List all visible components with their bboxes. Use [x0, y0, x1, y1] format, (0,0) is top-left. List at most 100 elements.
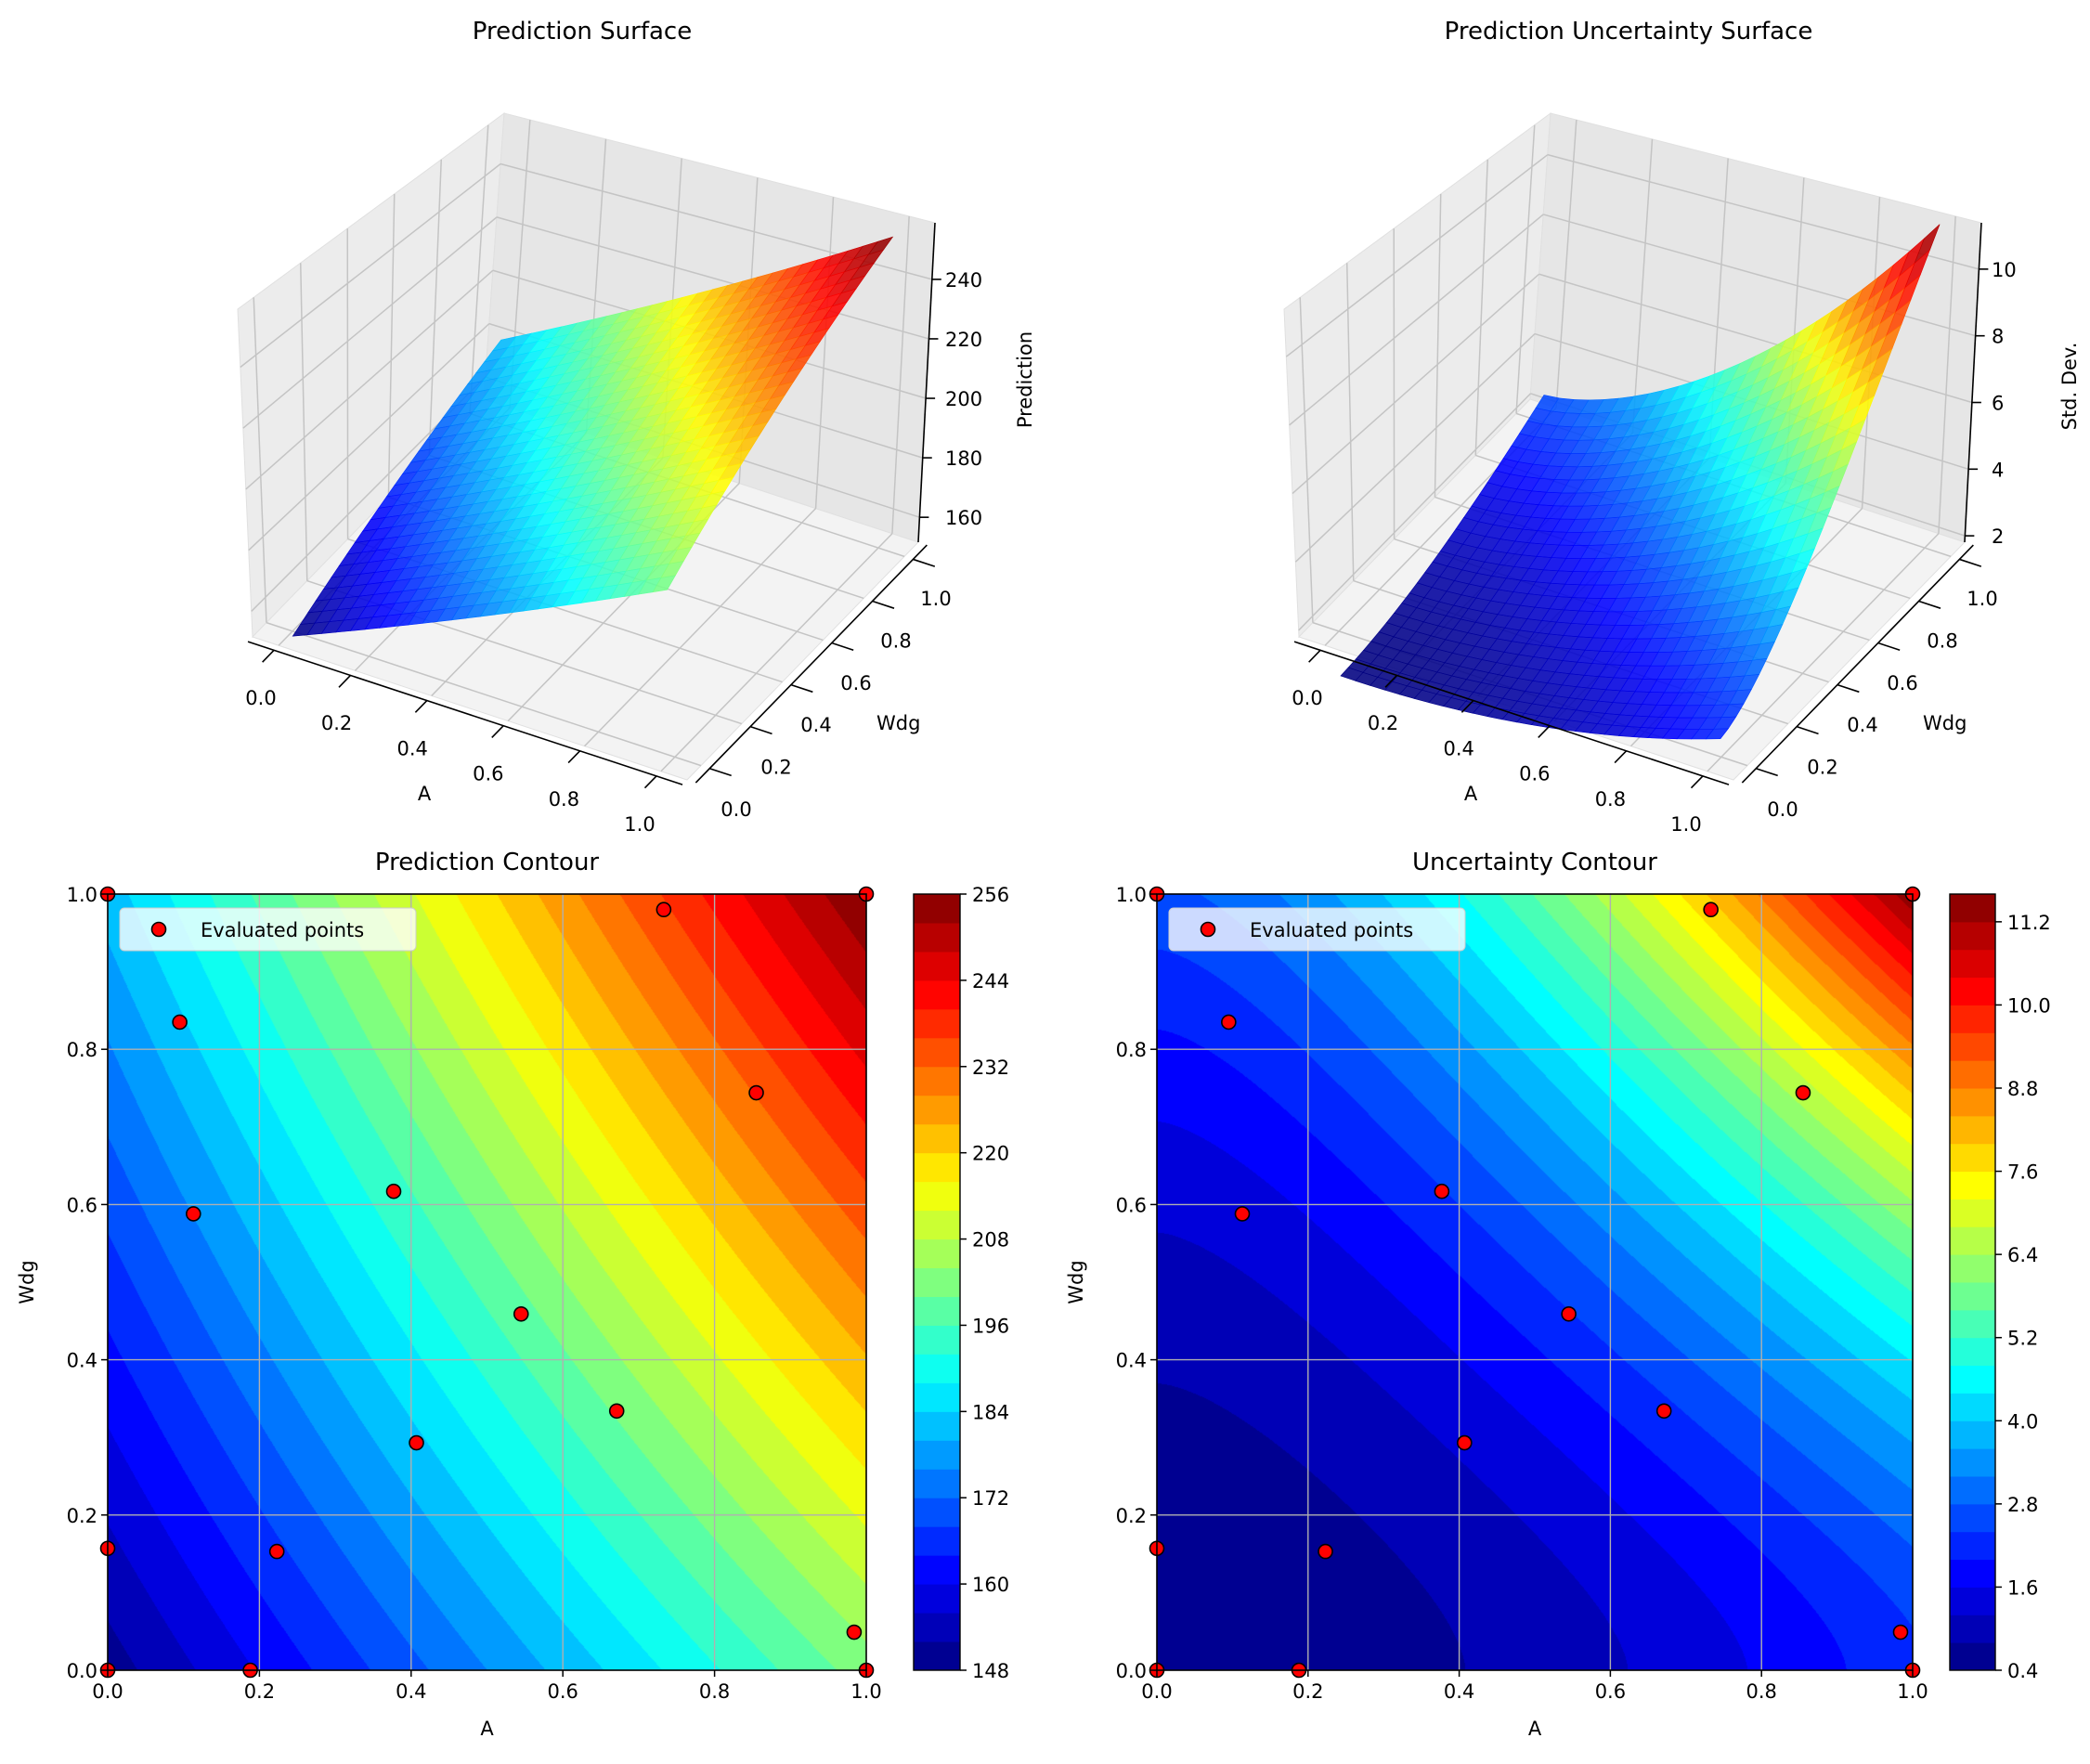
evaluated-point — [1795, 1084, 1811, 1101]
evaluated-point — [608, 1403, 625, 1420]
wdg-tick-label: 0.0 — [1767, 798, 1798, 821]
evaluated-point — [748, 1084, 764, 1101]
colorbar-tick-label: 10.0 — [2007, 994, 2051, 1017]
y-tick-label: 0.2 — [1116, 1505, 1147, 1527]
y-tick-label: 1.0 — [67, 884, 97, 906]
colorbar-tick-label: 184 — [972, 1401, 1009, 1423]
colorbar-tick-label: 148 — [972, 1660, 1009, 1682]
z-gridline — [242, 216, 498, 429]
colorbar-band — [914, 979, 960, 1010]
y-tick-label: 0.0 — [67, 1660, 97, 1682]
z-axis-label: Prediction — [1014, 331, 1036, 428]
prediction-contour-fill — [108, 894, 866, 1670]
contour_unc-panel: Evaluated points — [1149, 886, 2002, 1679]
x-tick-label: 1.0 — [1897, 1680, 1928, 1703]
wdg-tick-label: 0.4 — [1847, 714, 1877, 736]
colorbar-band — [914, 1584, 960, 1614]
colorbar-band — [914, 1152, 960, 1183]
a-axis-line — [247, 641, 683, 785]
colorbar-tick-label: 256 — [972, 884, 1009, 906]
z-gridline — [245, 269, 494, 490]
wdg-gridline — [1474, 159, 1489, 456]
evaluated-point — [268, 1543, 285, 1560]
z-gridline — [1298, 393, 1531, 631]
colorbar-band — [1950, 1060, 1995, 1089]
a-tick-mark — [262, 649, 275, 663]
colorbar-band — [1950, 1282, 1995, 1311]
z-tick-label: 160 — [945, 507, 982, 529]
a-tick-mark — [1460, 700, 1474, 713]
colorbar-tick-label: 0.4 — [2007, 1660, 2038, 1682]
wdg-tick-label: 0.4 — [800, 714, 831, 736]
a-tick-label: 0.8 — [1595, 788, 1626, 811]
z-axis-line — [917, 222, 936, 543]
colorbar-tick-label: 2.8 — [2007, 1494, 2038, 1516]
wdg-tick-mark — [1877, 642, 1901, 652]
colorbar-band — [914, 1239, 960, 1269]
x-tick-label: 0.2 — [244, 1680, 275, 1703]
colorbar-band — [1950, 1005, 1995, 1033]
a-gridline — [891, 215, 910, 534]
y-tick-label: 0.8 — [67, 1039, 97, 1061]
evaluated-point — [1456, 1434, 1473, 1451]
wdg-tick-label: 0.6 — [840, 672, 871, 694]
colorbar-band — [914, 1267, 960, 1297]
colorbar-band — [914, 1526, 960, 1556]
a-tick-mark — [643, 775, 657, 789]
a-gridline — [1631, 138, 1654, 434]
legend-marker — [150, 921, 167, 938]
z-axis-label: Std. Dev. — [2058, 343, 2081, 431]
z-gridline — [248, 323, 490, 551]
colorbar-band — [914, 1066, 960, 1096]
panel-title: Prediction Contour — [375, 849, 600, 876]
colorbar-band — [914, 1411, 960, 1441]
z-gridline — [1294, 333, 1536, 563]
colorbar-tick-label: 1.6 — [2007, 1576, 2038, 1599]
wdg-tick-label: 1.0 — [920, 588, 951, 610]
x-tick-label: 0.2 — [1292, 1680, 1323, 1703]
wdg-tick-mark — [790, 683, 813, 694]
wdg-tick-mark — [709, 767, 732, 777]
a-gridline — [1938, 215, 1956, 534]
colorbar-frame — [1949, 893, 1996, 1671]
wdg-tick-label: 0.6 — [1887, 672, 1917, 694]
colorbar-band — [1950, 1420, 1995, 1449]
colorbar-frame — [913, 893, 961, 1671]
panel-title: Prediction Surface — [473, 18, 692, 45]
z-tick-label: 240 — [945, 269, 982, 292]
axes-frame — [1156, 893, 1914, 1671]
x-tick-label: 0.0 — [92, 1680, 123, 1703]
wdg-tick-label: 0.8 — [1927, 629, 1957, 652]
colorbar-band — [914, 922, 960, 953]
colorbar-band — [914, 1613, 960, 1642]
evaluated-point — [409, 1434, 424, 1451]
evaluated-point — [1703, 901, 1719, 918]
legend: Evaluated points — [119, 907, 417, 952]
wdg-axis-line — [695, 544, 928, 784]
colorbar-tick-label: 220 — [972, 1143, 1009, 1165]
a-tick-label: 1.0 — [624, 813, 655, 836]
evaluated-point — [1655, 1403, 1672, 1420]
a-gridline — [1707, 533, 1940, 772]
colorbar-band — [1950, 977, 1995, 1005]
wdg-tick-mark — [872, 600, 895, 609]
wdg-tick-label: 0.2 — [1807, 757, 1837, 779]
colorbar-tick-label: 160 — [972, 1574, 1009, 1596]
evaluated-point — [656, 901, 672, 918]
colorbar-band — [1950, 1337, 1995, 1367]
evaluated-point — [1561, 1305, 1577, 1322]
evaluated-point — [1234, 1206, 1251, 1222]
z-tick-label: 220 — [945, 329, 982, 351]
colorbar-tick-label: 172 — [972, 1487, 1009, 1510]
wdg-gridline — [469, 124, 489, 414]
a-gridline — [584, 508, 817, 747]
colorbar-band — [1950, 1115, 1995, 1145]
wdg-tick-mark — [1918, 600, 1941, 609]
colorbar-band — [914, 1008, 960, 1039]
colorbar-band — [1950, 1393, 1995, 1421]
a-tick-label: 0.8 — [549, 788, 579, 811]
wdg-axis-label: Wdg — [1923, 712, 1967, 734]
evaluated-point — [846, 1624, 863, 1641]
a-tick-mark — [1308, 649, 1321, 663]
surface-facet — [1705, 728, 1729, 740]
